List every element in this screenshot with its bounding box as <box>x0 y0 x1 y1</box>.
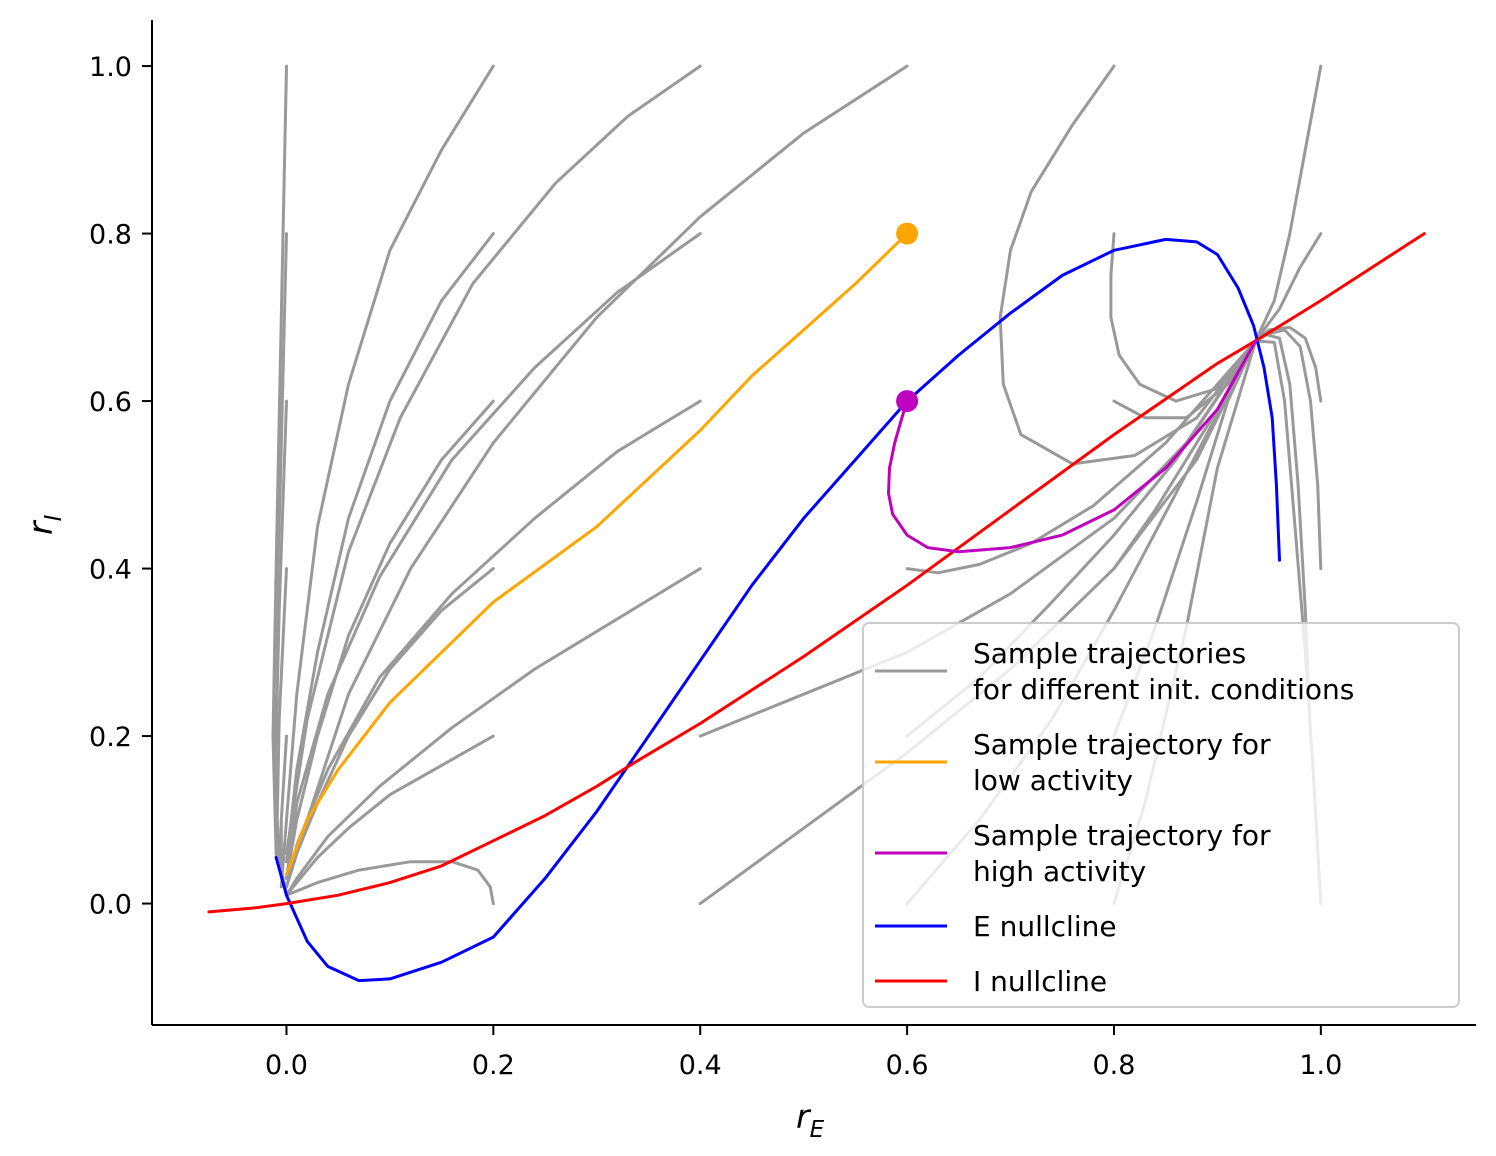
legend-frame <box>862 622 1460 1008</box>
series-traj-x0.4-y0.4 <box>285 567 702 897</box>
start-marker-sample-trajectory-for-high-activity <box>896 390 919 413</box>
legend-label-inull: I nullcline <box>973 965 1107 998</box>
y-tick-label: 0.8 <box>89 220 132 251</box>
legend-label-high: Sample trajectory for <box>973 819 1271 852</box>
start-marker-sample-trajectory-for-low-activity <box>896 222 919 245</box>
series-traj-x1.0-y0.8 <box>1254 232 1323 343</box>
series-traj-x0.8-y1.0 <box>998 64 1258 466</box>
series-traj-x0.2-y0.0 <box>285 860 495 906</box>
legend-label-low: Sample trajectory for <box>973 728 1271 761</box>
series-traj-x1.0-y1.0 <box>1254 64 1323 343</box>
axes: 0.0 0.2 0.4 0.6 0.8 1.0 0.0 0.2 0.4 0.6 0.8 1.0 <box>89 20 1476 1081</box>
x-tick-label: 0.4 <box>679 1050 722 1081</box>
series-traj-x0.2-y0.6 <box>285 399 495 880</box>
series-traj-x0.4-y1.0 <box>285 64 702 855</box>
series-traj-x0.2-y0.2 <box>285 734 495 897</box>
y-tick-label: 1.0 <box>89 52 132 83</box>
legend-label-enull: E nullcline <box>973 910 1117 943</box>
x-tick-label: 0.6 <box>886 1050 929 1081</box>
series-sample-trajectory-for-high-activity <box>887 339 1258 554</box>
series-e-nullcline <box>274 237 1281 983</box>
series-traj-x0.2-y0.8 <box>285 232 495 864</box>
y-tick-label: 0.6 <box>89 387 132 418</box>
legend-label-traj: Sample trajectories <box>973 637 1246 670</box>
series-i-nullcline <box>207 232 1426 914</box>
legend-label-low: low activity <box>973 764 1133 797</box>
x-axis-label: rE <box>796 1097 825 1143</box>
y-tick-label: 0.0 <box>89 890 132 921</box>
x-tick-label: 0.2 <box>472 1050 515 1081</box>
series-traj-x1.0-y0.6 <box>1254 325 1323 403</box>
y-axis-label-subscript: I <box>41 514 67 521</box>
y-axis-label: rI <box>21 514 67 535</box>
series-traj-x0.2-y1.0 <box>279 64 495 889</box>
legend-label-traj: for different init. conditions <box>973 673 1354 706</box>
x-axis-label-subscript: E <box>810 1117 825 1143</box>
legend-label-high: high activity <box>973 855 1146 888</box>
x-tick-label: 0.0 <box>265 1050 308 1081</box>
x-tick-label: 0.8 <box>1092 1050 1135 1081</box>
series-traj-x0.4-y0.8 <box>285 232 702 880</box>
x-tick-label: 1.0 <box>1299 1050 1342 1081</box>
y-tick-label: 0.4 <box>89 555 132 586</box>
series-sample-trajectory-for-low-activity <box>285 232 909 876</box>
y-tick-label: 0.2 <box>89 722 132 753</box>
series-traj-x0.6-y1.0 <box>285 64 909 889</box>
